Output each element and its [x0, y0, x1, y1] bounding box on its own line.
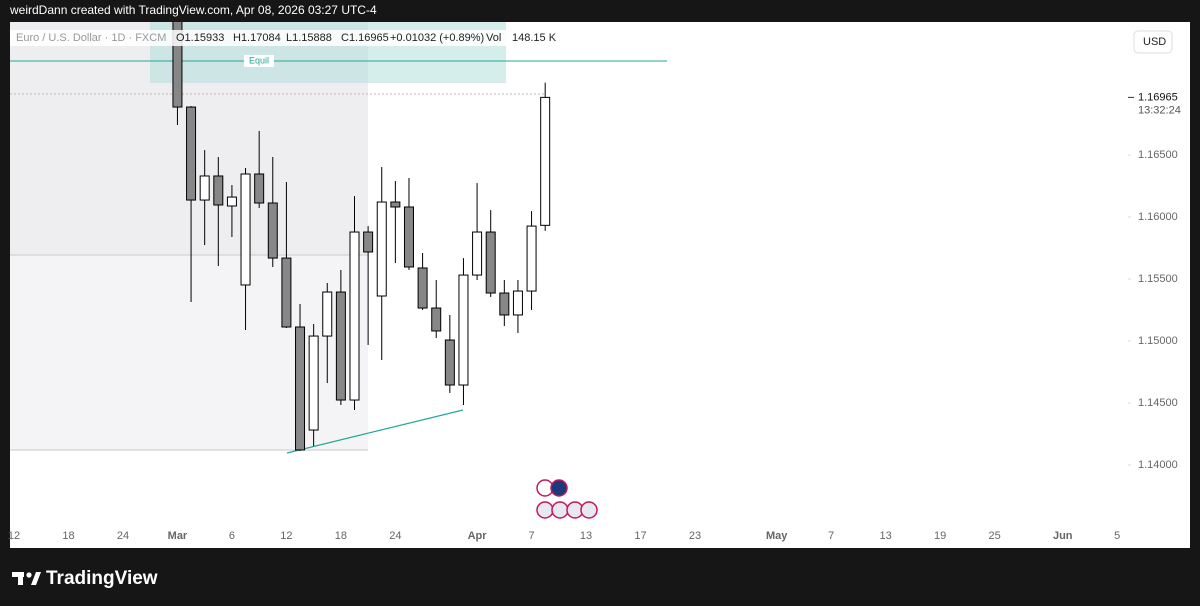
- event-icon: [536, 501, 554, 519]
- candle-body: [526, 225, 537, 292]
- legend-item: H1.17084: [233, 32, 281, 44]
- candle-body: [295, 326, 306, 451]
- legend-item: C1.16965: [341, 32, 389, 44]
- candle-body: [267, 202, 278, 259]
- x-tick-label: Jun: [1053, 530, 1073, 542]
- candle-body: [322, 291, 333, 337]
- y-tick-label: 1.14000: [1138, 459, 1178, 471]
- x-tick-label: 18: [62, 530, 74, 542]
- candle-body: [376, 201, 387, 297]
- y-tick-label: 1.15000: [1138, 335, 1178, 347]
- legend: O1.15933 H1.17084 L1.15888 C1.16965 +0.01032…: [176, 32, 557, 44]
- countdown-label: 13:32:24: [1138, 104, 1181, 116]
- x-tick-label: Apr: [468, 530, 488, 542]
- x-tick-label: 13: [580, 530, 592, 542]
- currency-button[interactable]: [1133, 30, 1173, 54]
- last-price-label: 1.16965: [1138, 91, 1178, 103]
- x-tick-label: 25: [989, 530, 1001, 542]
- event-icons: [536, 479, 598, 519]
- y-tick-label: 1.16500: [1138, 149, 1178, 161]
- zone-lower: [10, 255, 368, 450]
- brand-name: TradingView: [46, 568, 158, 589]
- equil-label-bg: [244, 55, 274, 67]
- candle-body: [485, 231, 496, 294]
- candle-body: [281, 257, 292, 328]
- legend-item: O1.15933: [176, 32, 224, 44]
- x-tick-label: 19: [934, 530, 946, 542]
- legend-item: Vol: [486, 32, 501, 44]
- y-tick-label: 1.14500: [1138, 397, 1178, 409]
- candle-body: [335, 291, 346, 401]
- logo-part: [31, 572, 41, 585]
- x-tick-label: May: [766, 530, 788, 542]
- legend-bg: [10, 30, 550, 46]
- candle-body: [186, 106, 197, 201]
- trend-line: [286, 409, 464, 454]
- x-tick-label: 7: [528, 530, 534, 542]
- candle-body: [458, 274, 469, 386]
- y-tick-label: 1.15500: [1138, 273, 1178, 285]
- brand-logo: [12, 572, 41, 585]
- candle-body: [431, 307, 442, 332]
- header-text: weirdDann created with TradingView.com, …: [9, 3, 377, 17]
- x-tick-label: 12: [8, 530, 20, 542]
- candle-body: [240, 173, 251, 286]
- axes: 1.14000 1.14500 1.15000 1.15500 1.16000 1.165…: [8, 91, 1181, 542]
- event-icon: [550, 479, 568, 497]
- candle-body: [254, 173, 265, 204]
- y-tick-label: 1.16000: [1138, 211, 1178, 223]
- x-tick-label: 13: [880, 530, 892, 542]
- x-tick-label: 24: [117, 530, 129, 542]
- candle-body: [444, 339, 455, 386]
- legend-item: +0.01032 (+0.89%): [390, 32, 484, 44]
- candle-body: [540, 96, 551, 226]
- logo-part: [26, 572, 32, 578]
- x-tick-label: 17: [634, 530, 646, 542]
- legend-symbol: Euro / U.S. Dollar · 1D · FXCM: [16, 32, 166, 44]
- x-tick-label: 7: [828, 530, 834, 542]
- equil-label: Equil: [249, 55, 269, 65]
- x-tick-label: 18: [335, 530, 347, 542]
- x-tick-label: Mar: [168, 530, 188, 542]
- candle-body: [199, 175, 210, 201]
- event-icon: [551, 501, 569, 519]
- candle-body: [363, 231, 374, 253]
- candle-body: [349, 231, 360, 401]
- drawings: [10, 22, 667, 454]
- candle-body: [213, 175, 224, 206]
- candle-body: [308, 335, 319, 431]
- candle-body: [172, 22, 183, 108]
- candle-body: [390, 201, 401, 208]
- candle-body: [499, 292, 510, 316]
- candle-body: [512, 290, 523, 316]
- event-icon: [580, 501, 598, 519]
- x-tick-label: 23: [689, 530, 701, 542]
- currency-label: USD: [1143, 36, 1166, 48]
- candle-body: [472, 231, 483, 276]
- legend-item: L1.15888: [286, 32, 332, 44]
- logo-part: [18, 572, 23, 585]
- candle-body: [226, 196, 237, 207]
- x-tick-label: 24: [389, 530, 401, 542]
- x-tick-label: 12: [280, 530, 292, 542]
- x-tick-label: 6: [229, 530, 235, 542]
- candle-body: [417, 267, 428, 309]
- x-tick-label: 5: [1114, 530, 1120, 542]
- legend-item: 148.15 K: [512, 32, 557, 44]
- candle-body: [403, 206, 414, 268]
- candles: [172, 22, 551, 451]
